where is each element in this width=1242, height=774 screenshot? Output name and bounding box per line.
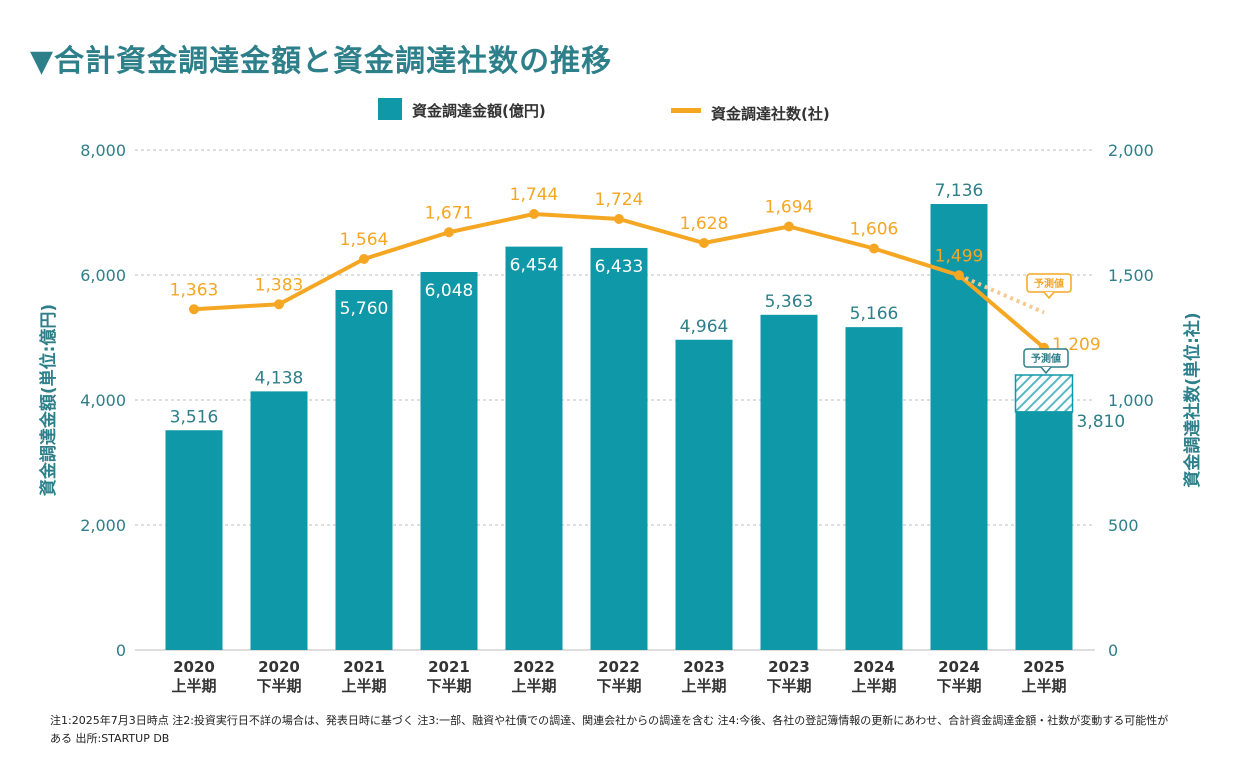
line-value-label: 1,383 (255, 275, 304, 295)
x-tick-year: 2023 (683, 658, 725, 676)
right-tick-label: 0 (1108, 641, 1118, 660)
forecast-line-badge-pointer (1043, 291, 1055, 300)
line-point (869, 243, 879, 254)
line-value-label: 1,628 (680, 214, 729, 234)
line-point (444, 227, 454, 238)
x-tick-year: 2023 (768, 658, 810, 676)
line-value-label: 1,671 (425, 203, 474, 223)
line-point (189, 304, 199, 315)
line-point (699, 238, 709, 248)
bar-value-label: 6,048 (425, 281, 474, 301)
bar-value-label: 4,964 (680, 317, 729, 337)
line-value-label: 1,499 (935, 246, 984, 266)
bar (590, 247, 648, 650)
bar-value-label: 5,166 (850, 304, 899, 324)
bar-value-label: 3,516 (170, 407, 219, 427)
line-point (274, 299, 284, 310)
x-tick-half: 下半期 (426, 677, 471, 695)
right-tick-label: 500 (1108, 516, 1139, 535)
forecast-bar-segment (1014, 374, 1074, 413)
line-value-label: 1,744 (510, 185, 559, 205)
bar (1015, 411, 1073, 650)
x-tick-year: 2021 (343, 658, 385, 676)
bar-value-label: 5,760 (340, 299, 389, 319)
bar-value-label: 6,433 (595, 257, 644, 277)
footnote-line-1: 注1:2025年7月3日時点 注2:投資実行日不詳の場合は、発表日時に基づく 注… (50, 714, 1169, 727)
x-tick-half: 下半期 (766, 677, 811, 695)
right-axis-title: 資金調達社数(単位:社) (1182, 312, 1203, 487)
x-tick-year: 2024 (938, 658, 980, 676)
left-tick-label: 6,000 (80, 266, 126, 285)
right-tick-label: 2,000 (1108, 141, 1154, 160)
right-tick-label: 1,500 (1108, 266, 1154, 285)
bar-value-label: 7,136 (935, 181, 984, 201)
x-tick-half: 上半期 (511, 677, 556, 695)
line-point (614, 214, 624, 224)
bar-value-label: 5,363 (765, 292, 814, 312)
line-point (529, 209, 539, 219)
bar-value-label: 3,810 (1077, 412, 1126, 432)
line-value-label: 1,606 (850, 220, 899, 240)
chart-title: ▼合計資金調達金額と資金調達社数の推移 (30, 44, 613, 79)
x-tick-half: 上半期 (681, 677, 726, 695)
line-point (359, 254, 369, 264)
left-tick-label: 2,000 (80, 516, 126, 535)
x-tick-half: 下半期 (936, 677, 981, 695)
line-point (954, 270, 964, 281)
x-tick-half: 上半期 (851, 677, 896, 695)
legend-bar-label: 資金調達金額(億円) (412, 102, 546, 120)
forecast-line-badge-label: 予測値 (1034, 277, 1064, 290)
line-value-label: 1,564 (340, 230, 389, 250)
x-tick-year: 2025 (1023, 658, 1065, 676)
left-axis-title: 資金調達金額(単位:億円) (38, 304, 59, 496)
legend-bar-swatch (378, 98, 402, 120)
bar (250, 391, 308, 650)
bar-value-label: 6,454 (510, 256, 559, 276)
x-tick-year: 2022 (513, 658, 555, 676)
x-tick-half: 下半期 (256, 677, 301, 695)
line-value-label: 1,694 (765, 198, 814, 218)
line-value-label: 1,363 (170, 280, 219, 300)
bar (165, 430, 223, 650)
left-tick-label: 0 (116, 641, 126, 660)
line-value-label: 1,724 (595, 190, 644, 210)
forecast-line-segment (958, 273, 1045, 315)
bar (335, 290, 393, 650)
line-point (784, 221, 794, 232)
bar (505, 246, 563, 650)
x-tick-year: 2024 (853, 658, 895, 676)
footnote-line-2: ある 出所:STARTUP DB (50, 732, 170, 745)
bar (675, 339, 733, 650)
right-tick-label: 1,000 (1108, 391, 1154, 410)
x-tick-half: 上半期 (341, 677, 386, 695)
left-tick-label: 4,000 (80, 391, 126, 410)
forecast-bar-badge-pointer (1040, 366, 1052, 375)
x-tick-year: 2021 (428, 658, 470, 676)
bar (420, 272, 478, 650)
left-tick-label: 8,000 (80, 141, 126, 160)
x-tick-year: 2022 (598, 658, 640, 676)
x-tick-half: 上半期 (171, 677, 216, 695)
legend-line-swatch (671, 108, 701, 113)
bar (760, 314, 818, 650)
x-tick-year: 2020 (258, 658, 300, 676)
x-tick-half: 上半期 (1021, 677, 1066, 695)
bar-value-label: 4,138 (255, 368, 304, 388)
forecast-bar-badge-label: 予測値 (1031, 352, 1061, 365)
x-tick-half: 下半期 (596, 677, 641, 695)
x-tick-year: 2020 (173, 658, 215, 676)
bar (845, 327, 903, 650)
legend-line-label: 資金調達社数(社) (711, 105, 830, 123)
